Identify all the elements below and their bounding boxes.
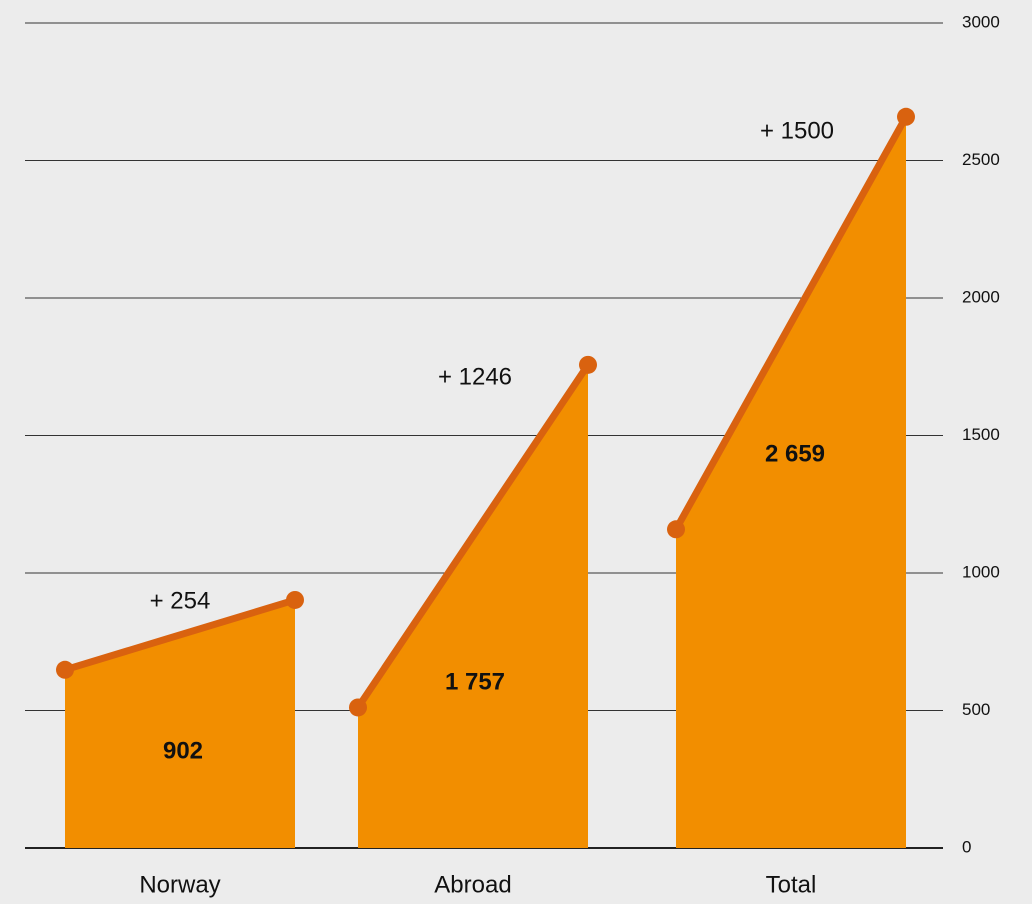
- change-label: + 254: [150, 587, 211, 614]
- slope-line: [672, 113, 910, 533]
- value-label: 902: [163, 737, 203, 764]
- y-tick-label: 1000: [962, 562, 1000, 581]
- slope-line: [354, 361, 592, 711]
- end-dot: [286, 590, 304, 609]
- start-dot: [56, 660, 74, 679]
- slope-line: [61, 596, 299, 674]
- y-tick-label: 1500: [962, 425, 1000, 444]
- start-dot: [667, 520, 685, 539]
- end-dot: [897, 107, 915, 126]
- change-label: + 1246: [438, 363, 512, 390]
- end-dot: [579, 355, 597, 374]
- value-label: 2 659: [765, 440, 825, 467]
- value-label: 1 757: [445, 668, 505, 695]
- x-tick-label: Total: [766, 871, 817, 898]
- x-tick-label: Abroad: [434, 871, 511, 898]
- change-label: + 1500: [760, 117, 834, 144]
- start-dot: [349, 698, 367, 717]
- y-tick-label: 2000: [962, 287, 1000, 306]
- y-tick-label: 3000: [962, 12, 1000, 31]
- y-tick-label: 0: [962, 837, 971, 856]
- y-tick-label: 500: [962, 700, 990, 719]
- y-tick-label: 2500: [962, 150, 1000, 169]
- area: [65, 599, 295, 848]
- x-tick-label: Norway: [139, 871, 220, 898]
- area: [358, 364, 588, 848]
- area: [676, 116, 906, 848]
